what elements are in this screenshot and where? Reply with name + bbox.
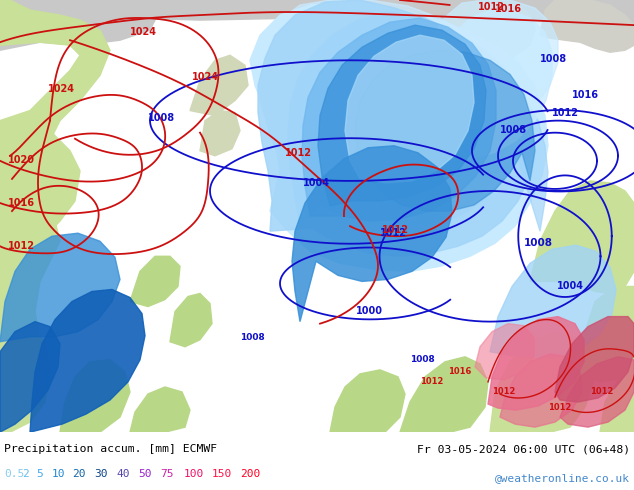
Text: 1024: 1024 (48, 84, 75, 95)
Text: 1008: 1008 (148, 113, 175, 122)
Text: 1012: 1012 (8, 241, 35, 251)
Text: 1024: 1024 (192, 73, 219, 82)
Text: 1012: 1012 (382, 225, 409, 235)
Polygon shape (560, 357, 634, 427)
Text: Fr 03-05-2024 06:00 UTC (06+48): Fr 03-05-2024 06:00 UTC (06+48) (417, 444, 630, 454)
Text: 1012: 1012 (380, 228, 407, 238)
Polygon shape (530, 181, 634, 294)
Polygon shape (0, 321, 60, 432)
Polygon shape (302, 18, 496, 221)
Polygon shape (430, 10, 552, 159)
Polygon shape (490, 245, 616, 358)
Text: 2: 2 (22, 469, 29, 479)
Text: 100: 100 (184, 469, 204, 479)
Text: 75: 75 (160, 469, 174, 479)
Text: 150: 150 (212, 469, 232, 479)
Text: 1008: 1008 (540, 54, 567, 64)
Text: 5: 5 (36, 469, 42, 479)
Polygon shape (345, 35, 474, 183)
Polygon shape (190, 55, 248, 116)
Text: 1000: 1000 (356, 306, 383, 316)
Text: 1004: 1004 (557, 281, 584, 292)
Polygon shape (0, 211, 60, 432)
Text: 1012: 1012 (590, 387, 613, 396)
Polygon shape (318, 25, 486, 206)
Text: 50: 50 (138, 469, 152, 479)
Polygon shape (500, 354, 582, 427)
Text: 1008: 1008 (500, 124, 527, 135)
Polygon shape (580, 287, 634, 382)
Polygon shape (400, 357, 488, 432)
Polygon shape (334, 52, 548, 231)
Text: 1016: 1016 (572, 91, 599, 100)
Polygon shape (258, 0, 535, 256)
Polygon shape (600, 372, 634, 432)
Text: 1020: 1020 (8, 155, 35, 165)
Polygon shape (292, 146, 452, 321)
Text: 1012: 1012 (552, 108, 579, 118)
Polygon shape (420, 0, 558, 129)
Polygon shape (475, 0, 515, 25)
Polygon shape (260, 0, 518, 223)
Text: 1016: 1016 (495, 4, 522, 14)
Text: 1012: 1012 (492, 387, 515, 396)
Polygon shape (130, 387, 190, 432)
Polygon shape (488, 317, 584, 410)
Text: 1012: 1012 (420, 377, 443, 386)
Polygon shape (60, 360, 130, 432)
Polygon shape (540, 0, 634, 52)
Polygon shape (200, 111, 240, 156)
Polygon shape (420, 0, 535, 100)
Polygon shape (0, 0, 634, 22)
Text: 1008: 1008 (524, 238, 553, 248)
Polygon shape (260, 2, 545, 235)
Polygon shape (170, 294, 212, 347)
Text: Precipitation accum. [mm] ECMWF: Precipitation accum. [mm] ECMWF (4, 444, 217, 454)
Text: 1004: 1004 (303, 178, 330, 188)
Text: 1016: 1016 (8, 198, 35, 208)
Text: 200: 200 (240, 469, 260, 479)
Polygon shape (550, 0, 634, 35)
Polygon shape (355, 50, 535, 211)
Polygon shape (288, 12, 508, 226)
Text: 1008: 1008 (410, 355, 435, 364)
Text: 40: 40 (116, 469, 129, 479)
Polygon shape (555, 317, 634, 402)
Polygon shape (250, 2, 548, 271)
Polygon shape (130, 256, 180, 307)
Text: 1008: 1008 (240, 333, 265, 342)
Text: 10: 10 (52, 469, 65, 479)
Polygon shape (0, 0, 110, 432)
Text: 20: 20 (72, 469, 86, 479)
Polygon shape (475, 323, 534, 380)
Polygon shape (330, 370, 405, 432)
Polygon shape (0, 0, 160, 50)
Polygon shape (0, 321, 50, 432)
Text: @weatheronline.co.uk: @weatheronline.co.uk (495, 473, 630, 483)
Polygon shape (490, 332, 595, 432)
Polygon shape (30, 290, 145, 432)
Text: 1024: 1024 (130, 27, 157, 37)
Text: 1012: 1012 (548, 403, 571, 412)
Text: 30: 30 (94, 469, 108, 479)
Text: 1012: 1012 (285, 148, 312, 158)
Polygon shape (0, 125, 80, 271)
Text: 1016: 1016 (448, 367, 471, 376)
Polygon shape (0, 233, 120, 342)
Text: 0.5: 0.5 (4, 469, 24, 479)
Text: 1012: 1012 (478, 2, 505, 12)
